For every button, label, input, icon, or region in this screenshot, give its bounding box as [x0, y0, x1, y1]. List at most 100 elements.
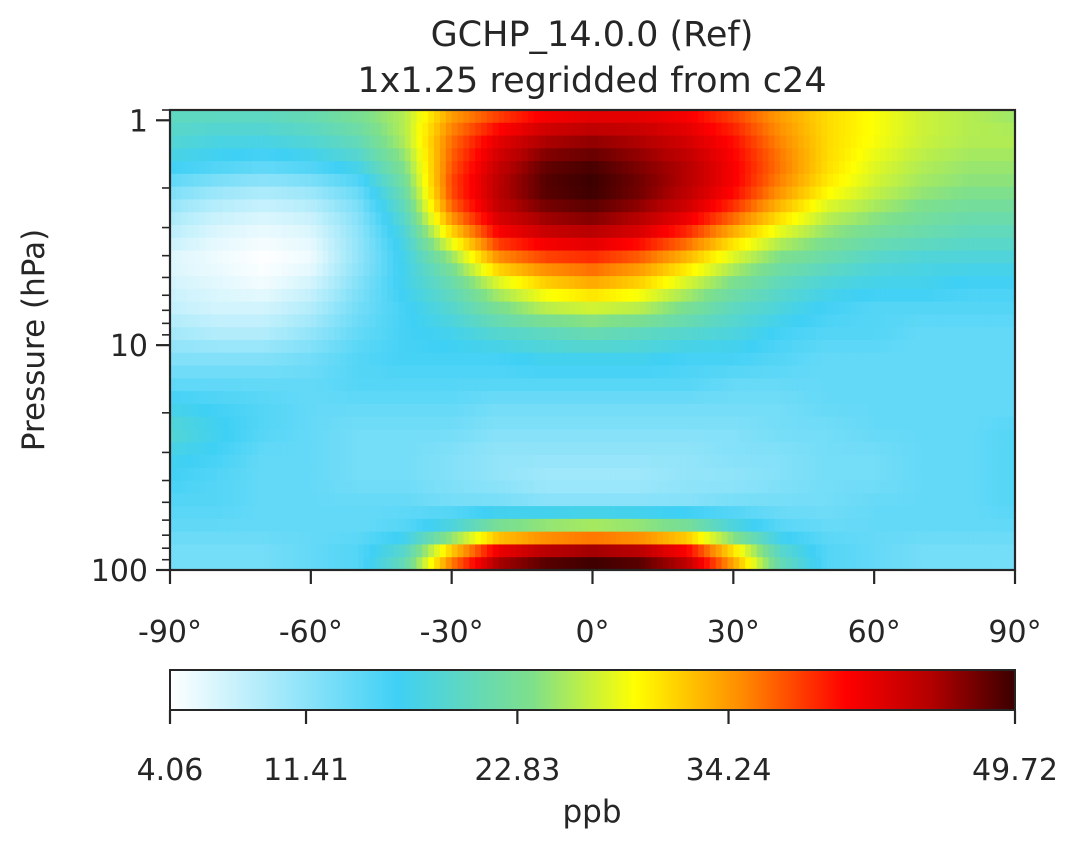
heatmap-cell [228, 493, 236, 507]
heatmap-cell [985, 276, 993, 290]
heatmap-cell [880, 455, 887, 469]
heatmap-cell [868, 161, 875, 175]
heatmap-cell [263, 173, 271, 188]
heatmap-cell [328, 237, 335, 252]
heatmap-cell [299, 237, 306, 252]
heatmap-cell [756, 467, 764, 482]
heatmap-cell [862, 378, 869, 392]
heatmap-cell [838, 110, 846, 124]
heatmap-cell [651, 314, 658, 328]
heatmap-cell [510, 186, 517, 201]
heatmap-cell [170, 416, 177, 431]
heatmap-cell [639, 314, 646, 328]
heatmap-cell [258, 135, 265, 149]
heatmap-cell [862, 531, 869, 546]
heatmap-cell [973, 455, 981, 469]
heatmap-cell [387, 467, 394, 482]
heatmap-cell [962, 327, 969, 341]
heatmap-cell [598, 212, 605, 226]
heatmap-cell [522, 480, 529, 494]
heatmap-cell [668, 455, 676, 469]
heatmap-cell [604, 122, 611, 137]
heatmap-cell [962, 237, 969, 252]
heatmap-cell [269, 340, 277, 354]
heatmap-cell [786, 237, 793, 252]
heatmap-cell [880, 288, 887, 303]
heatmap-cell [733, 225, 740, 239]
heatmap-cell [492, 263, 500, 277]
heatmap-cell [815, 276, 822, 290]
heatmap-cell [838, 122, 846, 137]
heatmap-cell [944, 276, 952, 290]
heatmap-cell [574, 237, 582, 252]
heatmap-cell [375, 301, 382, 316]
heatmap-cell [598, 327, 605, 341]
heatmap-cell [780, 327, 787, 341]
heatmap-cell [950, 212, 957, 226]
heatmap-cell [457, 506, 464, 520]
heatmap-cell [170, 110, 177, 124]
heatmap-cell [369, 365, 376, 379]
heatmap-cell [334, 429, 341, 443]
heatmap-cell [932, 250, 940, 264]
heatmap-cell [891, 429, 899, 443]
heatmap-cell [240, 378, 247, 392]
heatmap-cell [275, 340, 283, 354]
heatmap-cell [956, 135, 963, 149]
heatmap-cell [680, 340, 687, 354]
heatmap-cell [527, 531, 535, 546]
heatmap-cell [686, 276, 693, 290]
heatmap-cell [375, 378, 382, 392]
heatmap-cell [299, 173, 306, 188]
heatmap-cell [780, 122, 787, 137]
heatmap-cell [205, 403, 212, 418]
heatmap-cell [780, 365, 787, 379]
heatmap-cell [604, 212, 611, 226]
heatmap-cell [850, 122, 858, 137]
heatmap-cell [880, 110, 887, 124]
heatmap-cell [639, 122, 646, 137]
heatmap-cell [304, 531, 312, 546]
heatmap-cell [346, 416, 353, 431]
heatmap-cell [885, 340, 893, 354]
heatmap-cell [334, 148, 341, 162]
heatmap-cell [645, 518, 652, 533]
heatmap-cell [392, 378, 400, 392]
heatmap-cell [457, 186, 464, 201]
heatmap-cell [803, 314, 811, 328]
heatmap-cell [457, 352, 464, 367]
heatmap-cell [357, 225, 365, 239]
heatmap-cell [921, 314, 928, 328]
heatmap-cell [909, 148, 916, 162]
heatmap-cell [721, 327, 729, 341]
heatmap-cell [346, 531, 353, 546]
heatmap-cell [891, 301, 899, 316]
heatmap-cell [633, 391, 641, 405]
heatmap-cell [891, 442, 899, 456]
heatmap-cell [674, 314, 682, 328]
heatmap-cell [216, 455, 224, 469]
heatmap-cell [944, 301, 952, 316]
heatmap-cell [809, 225, 817, 239]
heatmap-cell [598, 531, 605, 546]
heatmap-cell [680, 110, 687, 124]
heatmap-cell [604, 237, 611, 252]
heatmap-cell [885, 365, 893, 379]
heatmap-cell [363, 391, 371, 405]
heatmap-cell [903, 276, 910, 290]
heatmap-cell [815, 173, 822, 188]
heatmap-cell [545, 352, 553, 367]
heatmap-cell [844, 416, 852, 431]
heatmap-cell [909, 518, 916, 533]
heatmap-cell [545, 378, 553, 392]
heatmap-cell [774, 122, 781, 137]
heatmap-cell [410, 327, 418, 341]
heatmap-cell [774, 148, 781, 162]
heatmap-cell [768, 148, 776, 162]
heatmap-cell [838, 506, 846, 520]
heatmap-cell [205, 199, 212, 213]
heatmap-cell [968, 263, 975, 277]
heatmap-cell [357, 212, 365, 226]
heatmap-cell [739, 110, 746, 124]
heatmap-cell [850, 212, 858, 226]
